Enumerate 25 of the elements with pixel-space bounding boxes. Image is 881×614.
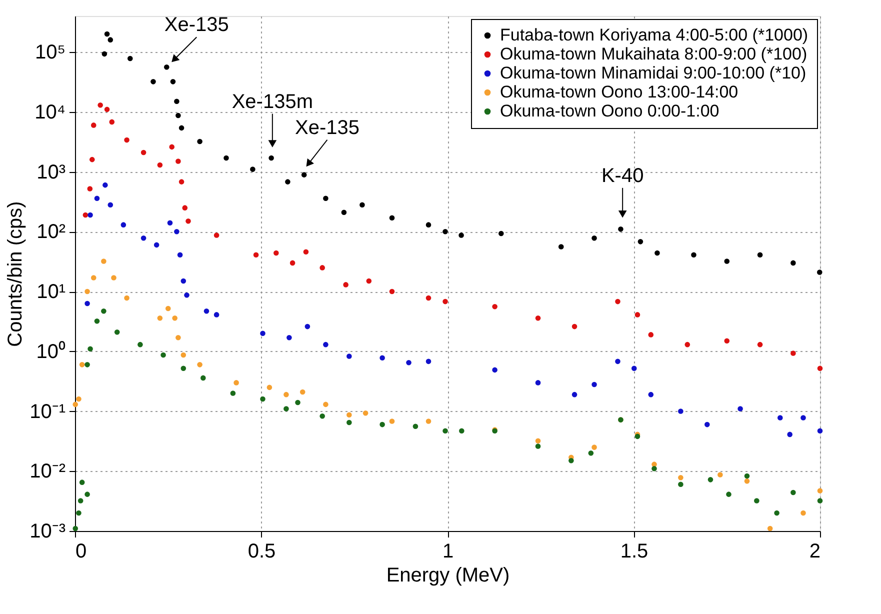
x-axis-title: Energy (MeV) (386, 564, 510, 586)
y-tick-label: 10⁻³ (30, 520, 66, 542)
annotation: Xe-135 (294, 116, 360, 139)
y-tick-label: 10⁻¹ (30, 400, 66, 423)
x-tick-label: 1.5 (620, 540, 648, 562)
annotation: Xe-135 (164, 14, 229, 36)
x-tick-label: 0.5 (248, 540, 276, 562)
annotation: Xe-135m (232, 90, 314, 113)
annotation: K-40 (601, 164, 644, 187)
x-tick-label: 1 (442, 540, 454, 562)
legend-label: Okuma-town Minamidai 9:00-10:00 (*10) (500, 64, 806, 82)
legend-label: Futaba-town Koriyama 4:00-5:00 (*1000) (500, 26, 808, 44)
y-tick-label: 10² (36, 221, 66, 244)
legend-label: Okuma-town Oono 13:00-14:00 (500, 82, 738, 102)
y-tick-label: 10⁴ (34, 101, 66, 124)
y-tick-label: 10⁻² (30, 460, 66, 483)
y-axis-title: Counts/bin (cps) (4, 201, 27, 347)
y-tick-label: 10³ (36, 161, 66, 184)
y-tick-label: 10⁰ (36, 340, 66, 363)
legend-label: Okuma-town Oono 0:00-1:00 (500, 102, 720, 120)
legend-label: Okuma-town Mukaihata 8:00-9:00 (*100) (500, 44, 808, 64)
x-tick-label: 0 (76, 540, 87, 562)
x-tick-label: 2 (809, 540, 820, 562)
y-tick-label: 10¹ (36, 281, 66, 304)
y-tick-label: 10⁵ (34, 42, 66, 64)
